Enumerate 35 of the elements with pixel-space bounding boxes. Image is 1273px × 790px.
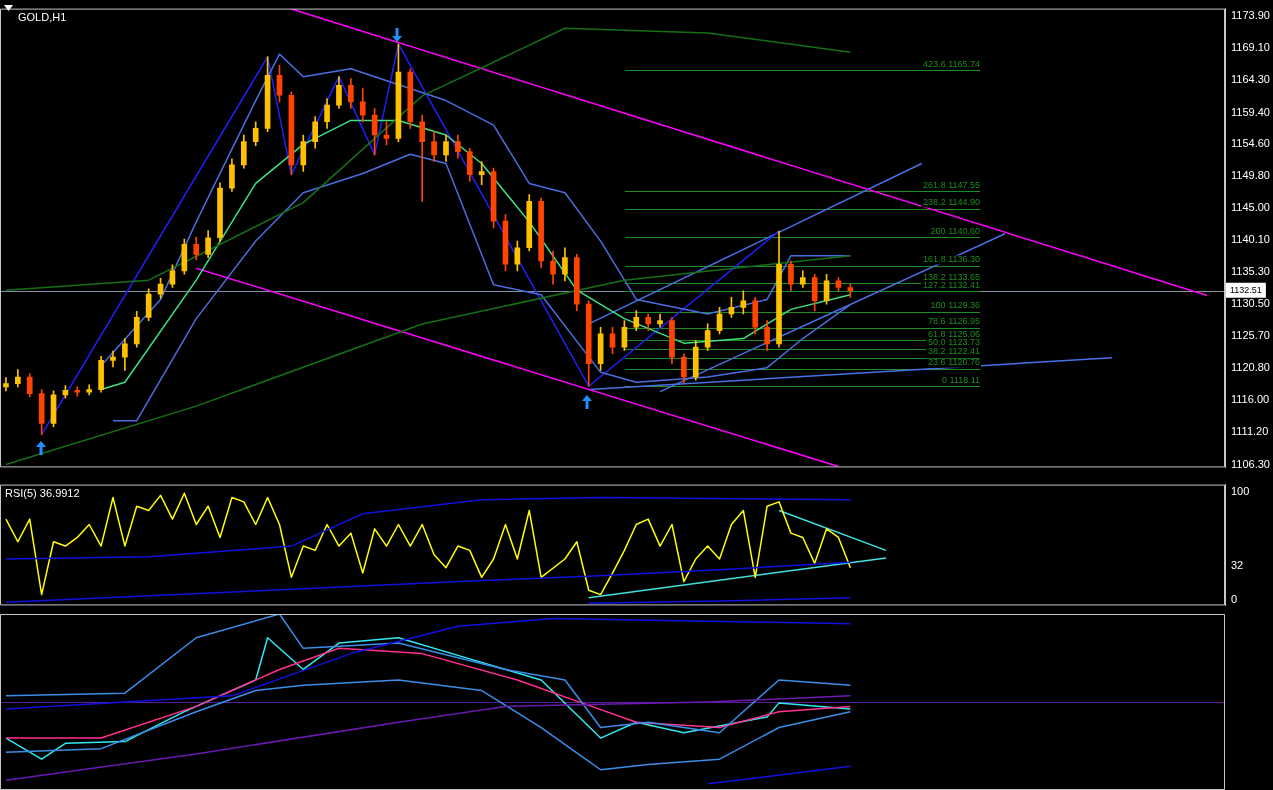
- ref-line-label: 200 1140.60: [930, 225, 980, 236]
- y-tick-label: 1120.80: [1231, 361, 1270, 374]
- y-tick-label: 1149.80: [1231, 169, 1270, 182]
- y-tick-label: 1106.30: [1231, 457, 1270, 470]
- y-tick-label: 1140.10: [1231, 233, 1270, 246]
- ref-line-label: 100 1129.36: [930, 300, 980, 311]
- y-tick-label: 0: [1231, 593, 1238, 606]
- ref-line-label: 23.6 1120.76: [928, 357, 980, 368]
- ref-line-label: 423.6 1165.74: [923, 58, 980, 69]
- ref-line-label: 1132.51: [1230, 285, 1262, 296]
- y-tick-label: 1169.10: [1231, 41, 1270, 54]
- y-tick-label: 1173.90: [1231, 9, 1270, 22]
- ref-line-label: 161.8 1136.30: [923, 254, 980, 265]
- chart-title: GOLD,H1: [18, 11, 67, 24]
- ref-line-label: 261.8 1147.55: [923, 179, 980, 190]
- y-tick-label: 100: [1231, 485, 1250, 498]
- ref-line-label: 127.2 1132.41: [923, 279, 980, 290]
- ref-line-label: 0 1118.11: [941, 374, 980, 385]
- ref-line-label: 138.2 1133.65: [923, 271, 980, 282]
- y-tick-label: 1125.70: [1231, 328, 1270, 341]
- y-tick-label: 1164.30: [1231, 73, 1270, 86]
- ref-line-label: 50.0 1123.73: [928, 337, 980, 348]
- y-tick-label: 1130.50: [1231, 297, 1270, 310]
- ref-line-label: 61.8 1125.06: [928, 328, 980, 339]
- y-tick-label: 1116.00: [1231, 393, 1270, 406]
- y-tick-label: 32: [1231, 558, 1244, 571]
- y-tick-label: 1145.00: [1231, 200, 1270, 213]
- y-tick-label: 1135.30: [1231, 265, 1270, 278]
- ref-line-label: 238.2 1144.90: [923, 197, 980, 208]
- ref-line-label: 38.2 1122.41: [928, 346, 980, 357]
- y-tick-label: 1159.40: [1231, 105, 1270, 118]
- chart-title: RSI(5) 36.9912: [5, 487, 80, 500]
- y-tick-label: 1154.60: [1231, 137, 1270, 150]
- ref-line-label: 78.6 1126.95: [928, 316, 980, 327]
- y-tick-label: 1111.20: [1231, 425, 1269, 438]
